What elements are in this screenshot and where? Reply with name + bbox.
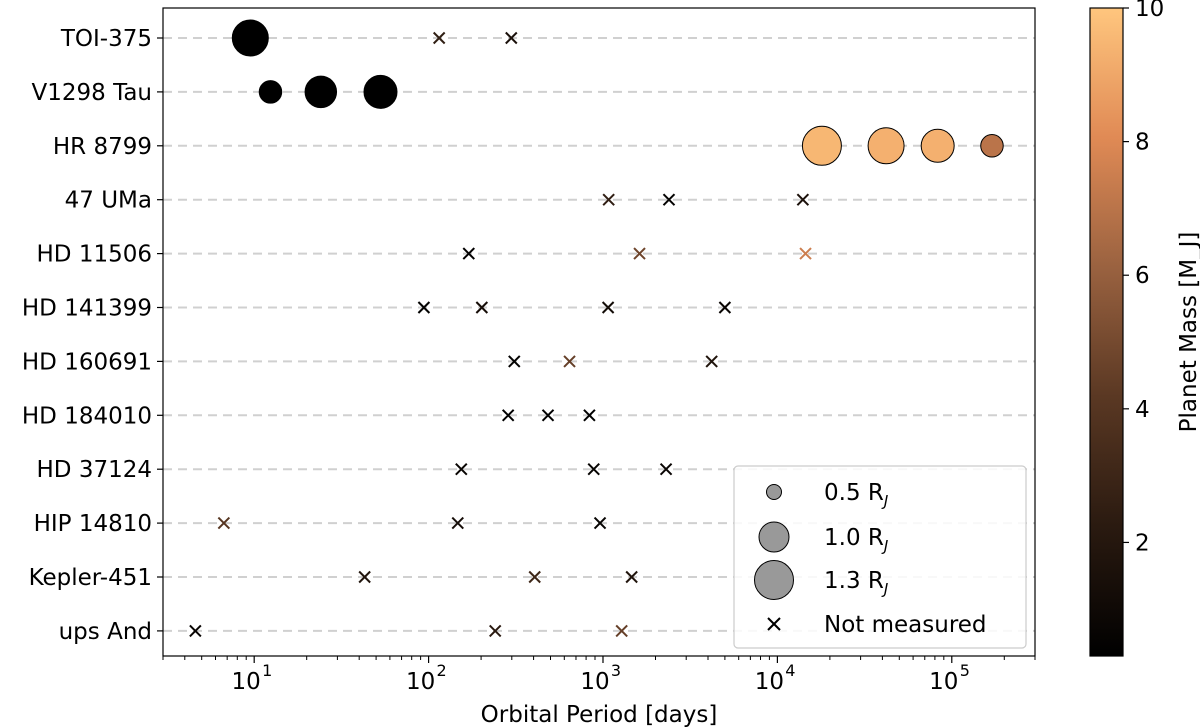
x-tick-label: 10 (232, 669, 261, 695)
planet-not-measured-marker (432, 31, 446, 45)
planet-not-measured-marker (508, 355, 521, 368)
planet-point (867, 127, 905, 165)
planet-not-measured-marker (718, 301, 732, 314)
legend-marker (754, 560, 794, 600)
y-tick-label: HD 184010 (22, 403, 152, 429)
colorbar-tick-label: 4 (1135, 397, 1150, 423)
y-tick-label: Kepler-451 (29, 565, 152, 591)
colorbar-tick-label: 2 (1135, 530, 1150, 556)
planet-not-measured-marker (633, 247, 646, 260)
y-tick-label: HD 141399 (22, 296, 152, 322)
colorbar: 2 4 6 8 10 (1089, 0, 1164, 657)
planet-not-measured-marker (505, 31, 518, 45)
y-tick-label: HIP 14810 (34, 511, 152, 537)
planet-not-measured-marker (615, 624, 628, 638)
legend-box (733, 465, 1027, 649)
plot-border (162, 7, 1036, 657)
planet-not-measured-marker (587, 462, 600, 476)
x-tick-exponent: 1 (262, 661, 272, 680)
colorbar-tick-label: 10 (1135, 0, 1164, 22)
planet-not-measured-marker (501, 409, 515, 422)
planet-not-measured-marker (602, 193, 615, 206)
x-axis-label: Orbital Period [days] (481, 702, 718, 727)
legend-label: 1.0 RJ (824, 525, 888, 555)
colorbar-tick-label: 8 (1135, 130, 1150, 156)
planet-not-measured-marker (475, 301, 489, 314)
colorbar-label: Planet Mass [M_J] (1176, 232, 1200, 433)
planet-not-measured-marker (662, 193, 676, 206)
y-tick-label: TOI-375 (60, 26, 152, 52)
planet-point (363, 74, 398, 109)
planet-not-measured-marker (217, 516, 231, 530)
y-tick-label: HD 11506 (37, 242, 152, 268)
x-tick-label: 10 (929, 669, 958, 695)
planet-point (980, 134, 1004, 158)
legend-label: Not measured (824, 612, 987, 638)
y-tick-label: HR 8799 (53, 134, 152, 160)
colorbar-tick-label: 6 (1135, 263, 1150, 289)
planet-not-measured-marker (659, 462, 673, 476)
x-tick-exponent: 4 (785, 661, 795, 680)
legend: 0.5 RJ 1.0 RJ 1.3 RJ Not measured (733, 465, 1027, 649)
planet-not-measured-marker (563, 355, 576, 368)
planet-not-measured-marker (625, 570, 638, 584)
planet-not-measured-marker (528, 570, 541, 584)
legend-label: 0.5 RJ (824, 480, 888, 510)
planet-not-measured-marker (583, 409, 596, 422)
legend-x-marker (767, 617, 781, 631)
legend-label: 1.3 RJ (824, 568, 888, 598)
y-tick-label: ups And (59, 619, 152, 645)
planet-point (801, 125, 842, 166)
x-tick-exponent: 5 (960, 661, 970, 680)
y-tick-label: HD 37124 (37, 457, 152, 483)
x-tick-label: 10 (406, 669, 435, 695)
planet-not-measured-marker (601, 301, 615, 314)
plot-frame (157, 7, 1036, 663)
x-tick-exponent: 3 (611, 661, 621, 680)
planet-not-measured-marker (455, 462, 468, 476)
data-markers (189, 19, 1004, 638)
y-tick-label: HD 160691 (22, 349, 152, 375)
y-tick-label: V1298 Tau (32, 80, 153, 106)
x-tick-label: 10 (755, 669, 784, 695)
planet-point (231, 19, 269, 57)
x-tick-label: 10 (580, 669, 609, 695)
legend-marker (766, 484, 782, 500)
planet-point (304, 75, 338, 109)
planet-not-measured-marker (189, 624, 202, 638)
y-tick-label: 47 UMa (65, 188, 152, 214)
colorbar-gradient (1089, 7, 1124, 657)
x-tick-labels: 10 1 10 2 10 3 10 4 10 5 (232, 661, 970, 695)
planet-not-measured-marker (799, 247, 812, 260)
planet-point (258, 80, 283, 104)
y-tick-labels: TOI-375 V1298 Tau HR 8799 47 UMa HD 11506 HD … (22, 26, 152, 645)
planet-not-measured-marker (451, 516, 464, 530)
planet-not-measured-marker (796, 193, 810, 206)
planet-point (920, 128, 955, 163)
x-tick-exponent: 2 (436, 661, 446, 680)
planet-not-measured-marker (462, 247, 475, 260)
planet-not-measured-marker (417, 301, 431, 314)
planet-not-measured-marker (358, 570, 371, 584)
planet-not-measured-marker (541, 409, 555, 422)
planet-not-measured-marker (489, 624, 502, 638)
legend-marker (758, 521, 790, 553)
planet-not-measured-marker (705, 355, 718, 368)
planet-not-measured-marker (593, 516, 607, 530)
